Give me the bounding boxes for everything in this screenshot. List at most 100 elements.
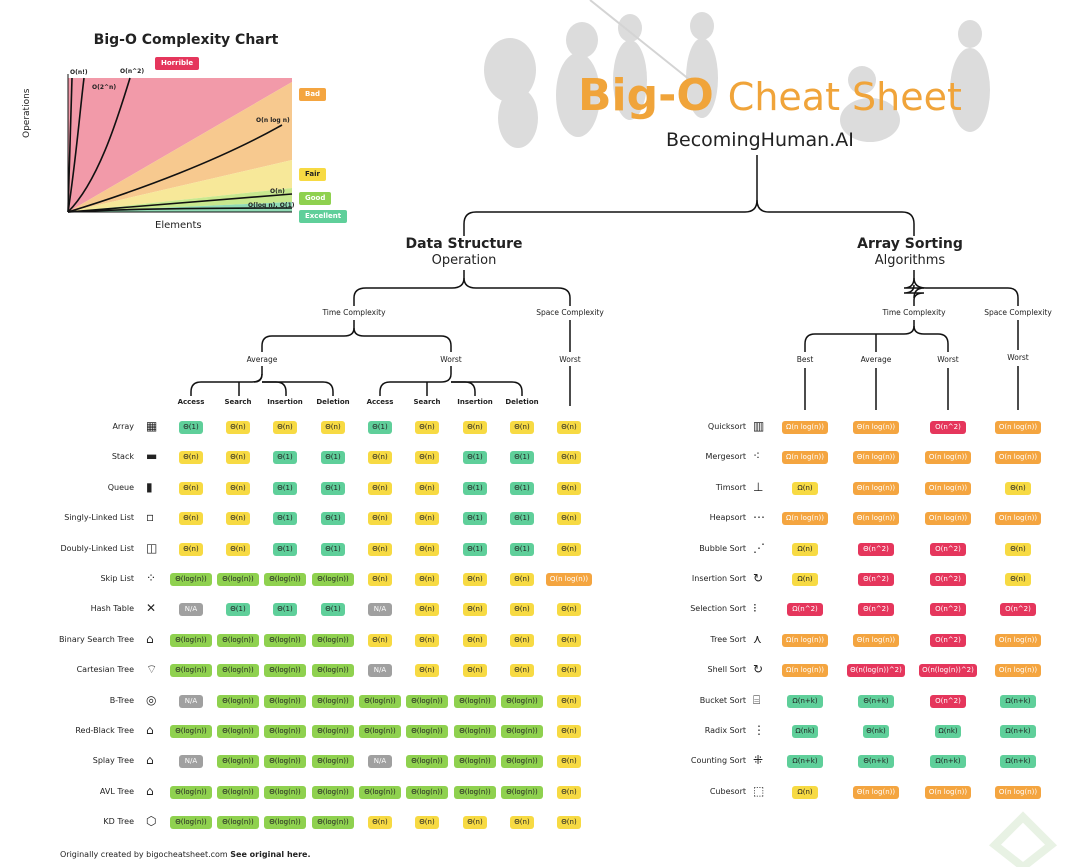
sort-row-icon: ⁜ [753, 753, 764, 768]
complexity-badge: Θ(log(n)) [501, 725, 543, 738]
sort-row-icon: ⁝ [753, 601, 757, 616]
complexity-badge: Θ(n) [463, 664, 487, 678]
complexity-badge: Θ(n) [1005, 481, 1031, 495]
sort-col-header: Average [860, 355, 892, 364]
ds-row-icon: ⬡ [146, 814, 157, 829]
legend-excellent: Excellent [299, 210, 348, 223]
sort-col-header: Worst [937, 355, 959, 364]
curve-label-nlogn: O(n log n) [256, 117, 290, 124]
complexity-badge: O(n log(n)) [925, 512, 971, 526]
complexity-badge: Ω(n) [792, 573, 818, 586]
curve-2n [67, 77, 85, 213]
sort-row-label: Bucket Sort [699, 695, 746, 705]
sort-row-icon: ↻ [753, 662, 764, 677]
complexity-badge: Θ(n) [179, 451, 203, 465]
complexity-badge: Θ(nk) [863, 725, 889, 738]
sort-space-complexity: Space Complexity [984, 308, 1052, 317]
complexity-badge: Θ(n^2) [858, 603, 894, 617]
page-title: Big-O Cheat Sheet [578, 70, 962, 121]
complexity-badge: Θ(log(n)) [264, 785, 306, 799]
complexity-badge: O(n log(n)) [995, 512, 1041, 526]
complexity-badge: Θ(log(n)) [170, 633, 212, 647]
complexity-badge: Θ(1) [510, 481, 534, 495]
complexity-badge: Θ(n) [415, 542, 439, 556]
sort-row-icon: ⁖ [753, 449, 761, 464]
ds-col-header: Deletion [505, 398, 539, 406]
complexity-badge: Θ(1) [368, 421, 392, 434]
sort-row-label: Heapsort [709, 513, 746, 523]
sort-subtitle: Algorithms [874, 253, 946, 268]
ds-space-complexity: Space Complexity [536, 308, 604, 317]
complexity-badge: Θ(log(n)) [359, 725, 401, 738]
ds-row-label: Skip List [100, 574, 134, 583]
tree-connectors [190, 155, 1019, 410]
complexity-badge: Θ(log(n)) [217, 755, 259, 769]
complexity-badge: Θ(n) [557, 664, 581, 678]
footer-link[interactable]: See original here. [230, 850, 311, 859]
ds-row-icon: ⌂ [146, 783, 154, 798]
ds-row-label: B-Tree [109, 695, 134, 705]
complexity-badge: Ω(n log(n)) [782, 512, 828, 526]
complexity-badge: Θ(1) [510, 451, 534, 465]
complexity-badge: Ω(n+k) [1000, 725, 1036, 738]
ds-col-header: Search [413, 398, 441, 406]
complexity-badge: Θ(n) [368, 481, 392, 495]
complexity-badge: Θ(n) [557, 816, 581, 830]
complexity-badge: Θ(log(n)) [264, 816, 306, 830]
footer-credit: Originally created by bigocheatsheet.com [60, 850, 228, 859]
complexity-badge: Θ(n+k) [858, 755, 894, 769]
ds-col-header: Access [366, 398, 394, 406]
curve-label-logn: O(log n), O(1) [248, 202, 295, 209]
title-light: Cheat Sheet [727, 75, 962, 119]
complexity-badge: Θ(n) [463, 603, 487, 617]
ds-title: Data Structure [405, 236, 523, 252]
ds-row-icon: ▦ [146, 419, 158, 433]
complexity-badge: Θ(log(n)) [406, 785, 448, 799]
complexity-badge: O(n log(n)) [995, 785, 1041, 799]
ds-row-icon: ▫ [146, 510, 155, 525]
chart-title: Big-O Complexity Chart [93, 32, 279, 48]
ds-space-worst: Worst [559, 355, 581, 364]
complexity-badge: Θ(n) [368, 451, 392, 465]
complexity-badge: Θ(log(n)) [217, 816, 259, 830]
ds-row-icon: ◎ [146, 692, 157, 707]
sort-time-complexity: Time Complexity [882, 308, 946, 317]
ds-row-label: AVL Tree [99, 786, 134, 796]
complexity-badge: Θ(1) [463, 451, 487, 465]
curve-n-factorial [67, 77, 73, 213]
complexity-badge: Θ(n) [273, 421, 297, 434]
complexity-badge: N/A [368, 603, 392, 617]
sort-row-label: Selection Sort [690, 604, 746, 614]
complexity-badge: Θ(1) [463, 542, 487, 556]
complexity-badge: Θ(n^2) [858, 573, 894, 586]
complexity-badge: Θ(log(n)) [264, 633, 306, 647]
complexity-badge: N/A [179, 755, 203, 769]
complexity-badge: Θ(log(n)) [359, 694, 401, 708]
ds-row-label: KD Tree [103, 817, 134, 827]
curve-logn [67, 207, 293, 213]
complexity-badge: Θ(log(n)) [501, 694, 543, 708]
legend-good: Good [299, 192, 332, 205]
sort-row-icon: ⌸ [753, 692, 761, 707]
complexity-badge: N/A [179, 694, 203, 708]
complexity-badge: Θ(n) [179, 542, 203, 556]
sort-row-icon: ⊥ [753, 479, 764, 494]
complexity-badge: Θ(n) [510, 816, 534, 830]
curve-label-n: O(n) [270, 188, 285, 195]
complexity-badge: O(n log(n)) [995, 664, 1041, 678]
ds-row-label: Binary Search Tree [59, 634, 134, 644]
complexity-badge: Θ(log(n)) [264, 725, 306, 738]
complexity-badge: Θ(n) [510, 633, 534, 647]
complexity-badge: Ω(n+k) [930, 755, 966, 769]
complexity-badge: Θ(n) [226, 451, 250, 465]
complexity-badge: Θ(n) [368, 816, 392, 830]
complexity-badge: Θ(n) [415, 421, 439, 434]
complexity-badge: Θ(log(n)) [454, 755, 496, 769]
ds-row-icon: ◫ [146, 540, 158, 555]
complexity-badge: Θ(log(n)) [359, 785, 401, 799]
sort-row-icon: ⬚ [753, 783, 765, 798]
complexity-badge: Θ(log(n)) [406, 755, 448, 769]
complexity-badge: Ω(nk) [935, 725, 961, 738]
complexity-badge: Θ(log(n)) [217, 785, 259, 799]
complexity-badge: Θ(n) [557, 603, 581, 617]
